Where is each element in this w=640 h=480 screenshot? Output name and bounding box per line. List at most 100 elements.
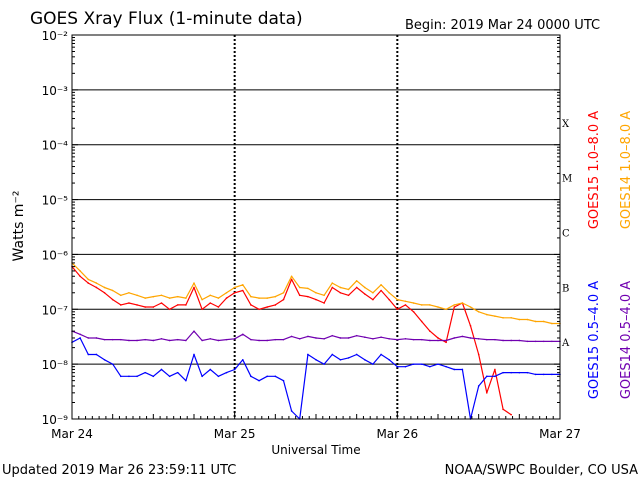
series-point-2 <box>233 368 236 371</box>
series-point-1 <box>469 306 472 308</box>
series-point-0 <box>185 304 187 306</box>
series-point-2 <box>404 365 407 368</box>
series-point-1 <box>160 294 163 297</box>
series-point-0 <box>412 310 415 313</box>
series-point-1 <box>477 310 480 313</box>
series-point-3 <box>193 330 195 332</box>
series-point-3 <box>502 339 504 342</box>
series-point-2 <box>534 373 537 376</box>
series-point-1 <box>274 295 277 298</box>
series-point-0 <box>79 275 81 278</box>
series-point-0 <box>233 291 236 294</box>
series-point-1 <box>502 316 504 319</box>
series-point-3 <box>388 337 391 340</box>
series-point-0 <box>477 353 480 356</box>
series-point-2 <box>502 371 504 374</box>
series-point-2 <box>388 358 391 361</box>
series-point-1 <box>201 298 203 301</box>
series-point-0 <box>136 304 138 306</box>
series-point-1 <box>209 294 212 297</box>
series-point-2 <box>526 371 529 374</box>
series-point-1 <box>193 282 195 284</box>
series-point-1 <box>176 295 179 298</box>
series-point-1 <box>290 275 293 278</box>
series-point-2 <box>494 375 496 378</box>
series-point-1 <box>380 283 382 286</box>
chart-title: GOES Xray Flux (1-minute data) <box>30 9 303 29</box>
x-tick-label: Mar 27 <box>539 427 581 441</box>
y-tick-label: 10⁻⁵ <box>42 194 69 208</box>
series-point-2 <box>380 353 382 356</box>
series-point-2 <box>120 375 122 378</box>
series-point-1 <box>315 291 317 294</box>
series-point-3 <box>534 340 537 343</box>
series-point-1 <box>185 297 187 299</box>
series-point-0 <box>160 302 163 304</box>
series-point-1 <box>494 315 496 317</box>
series-point-1 <box>79 270 81 272</box>
series-point-3 <box>396 338 399 341</box>
series-point-2 <box>323 363 325 365</box>
series-point-0 <box>486 392 488 394</box>
legend-entry: GOES14 1.0–8.0 A <box>619 111 634 229</box>
series-point-0 <box>168 308 171 311</box>
series-point-0 <box>469 324 472 327</box>
series-point-3 <box>242 333 244 336</box>
series-point-0 <box>242 289 244 292</box>
series-point-2 <box>87 353 90 356</box>
x-tick-label: Mar 26 <box>376 427 418 441</box>
series-point-0 <box>176 304 179 306</box>
series-point-2 <box>111 363 114 365</box>
series-point-3 <box>469 337 472 339</box>
series-point-3 <box>364 336 366 338</box>
series-point-2 <box>95 353 98 356</box>
series-point-1 <box>258 297 260 299</box>
series-point-0 <box>274 304 277 306</box>
credit-label: NOAA/SWPC Boulder, CO USA <box>445 463 638 478</box>
flare-class-label: X <box>562 119 570 130</box>
series-point-2 <box>160 368 163 371</box>
series-point-3 <box>87 337 90 339</box>
series-point-1 <box>242 283 244 286</box>
flare-class-label: A <box>561 338 570 349</box>
x-axis-ticks: Mar 24 Mar 25 Mar 26 Mar 27 <box>51 413 581 441</box>
data-series <box>71 262 561 420</box>
y-tick-label: 10⁻³ <box>42 84 69 98</box>
series-point-3 <box>266 339 269 342</box>
begin-date-label: Begin: 2019 Mar 24 0000 UTC <box>405 18 600 33</box>
series-point-0 <box>429 330 431 332</box>
series-point-2 <box>396 365 399 368</box>
series-point-3 <box>461 335 464 338</box>
series-point-0 <box>266 306 269 308</box>
series-point-0 <box>87 282 90 284</box>
series-point-3 <box>282 338 285 341</box>
series-point-3 <box>274 338 277 341</box>
series-point-3 <box>185 339 187 342</box>
y-tick-label: 10⁻⁹ <box>42 413 69 427</box>
series-point-3 <box>103 338 106 341</box>
series-point-1 <box>404 300 407 303</box>
flare-class-label: C <box>562 228 570 239</box>
series-point-3 <box>542 340 545 343</box>
series-point-3 <box>307 335 309 338</box>
series-point-0 <box>339 291 342 294</box>
series-point-0 <box>298 294 301 297</box>
series-point-2 <box>258 379 260 382</box>
series-point-2 <box>542 373 545 376</box>
series-point-1 <box>347 288 350 291</box>
series-point-0 <box>201 308 203 311</box>
series-point-0 <box>282 298 285 301</box>
y-tick-label: 10⁻⁷ <box>42 303 69 317</box>
series-point-2 <box>510 371 512 374</box>
series-point-2 <box>307 353 309 356</box>
series-point-1 <box>461 302 464 304</box>
series-point-3 <box>518 339 521 342</box>
series-point-0 <box>315 298 317 301</box>
series-point-0 <box>445 341 447 344</box>
legend-entry: GOES15 1.0–8.0 A <box>587 111 602 229</box>
series-point-2 <box>331 353 334 356</box>
series-point-3 <box>445 339 447 342</box>
series-point-0 <box>258 308 260 311</box>
series-point-3 <box>233 337 236 340</box>
series-point-1 <box>266 297 269 299</box>
